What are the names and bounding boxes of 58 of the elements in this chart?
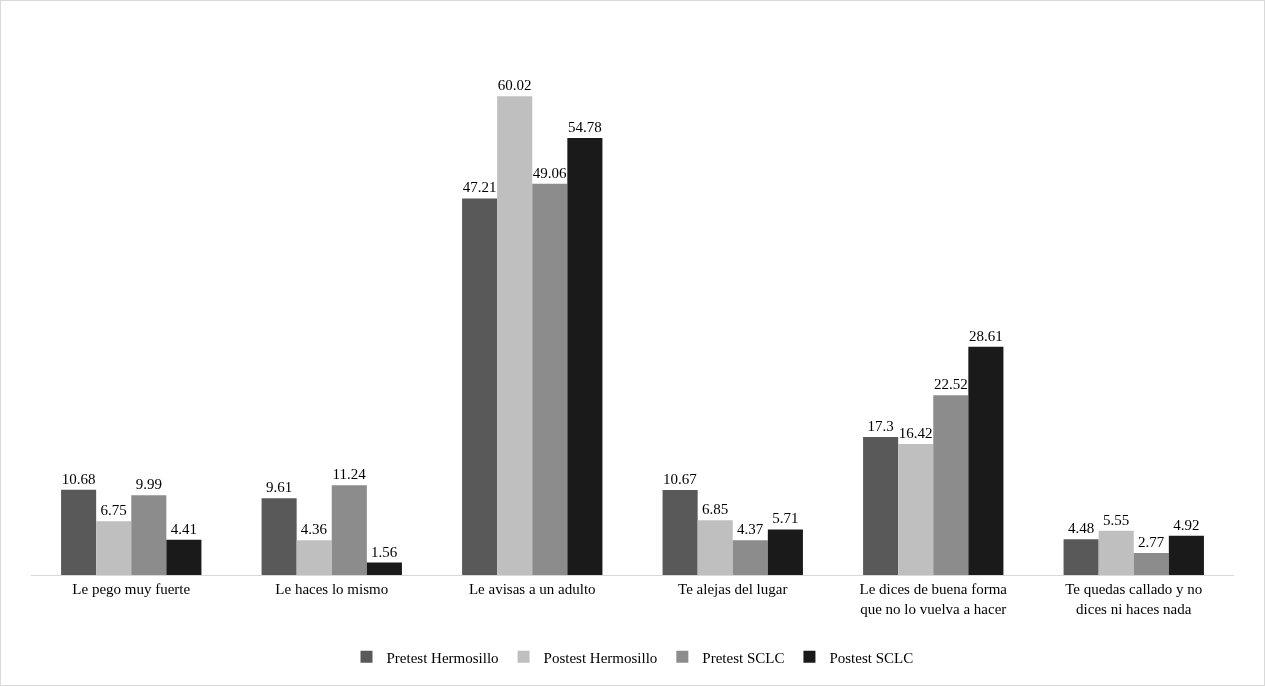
bar xyxy=(662,489,698,575)
bar xyxy=(96,521,132,575)
data-label: 49.06 xyxy=(532,164,567,181)
x-tick-label: Le dices de buena forma que no lo vuelva a hacer xyxy=(859,581,1008,617)
data-label: 2.77 xyxy=(1137,533,1165,550)
bar xyxy=(732,540,768,575)
bar xyxy=(1063,539,1099,575)
bar xyxy=(462,198,498,575)
data-label: 1.56 xyxy=(371,543,398,560)
data-label: 11.24 xyxy=(332,466,367,483)
x-tick-label: Le haces lo mismo xyxy=(275,581,389,597)
data-label: 5.55 xyxy=(1103,511,1130,528)
data-label: 4.37 xyxy=(736,521,764,538)
bar xyxy=(166,539,202,575)
data-label: 6.85 xyxy=(702,501,729,518)
bar xyxy=(532,183,568,575)
bar xyxy=(131,495,167,575)
data-label: 22.52 xyxy=(933,376,968,393)
data-label: 4.92 xyxy=(1173,516,1200,533)
bar xyxy=(898,444,934,575)
x-tick-label: Le pego muy fuerte xyxy=(72,581,191,597)
x-tick-label: Le avisas a un adulto xyxy=(468,581,596,597)
x-tick-label: Te quedas callado y no dices ni haces nada xyxy=(1065,581,1203,617)
bar xyxy=(497,96,533,575)
bar xyxy=(366,562,402,575)
data-label: 10.68 xyxy=(61,470,96,487)
data-label: 28.61 xyxy=(969,327,1003,344)
bar xyxy=(61,489,97,575)
bar xyxy=(863,436,899,575)
bar xyxy=(1168,535,1204,575)
bar xyxy=(567,138,603,575)
legend-label: Pretest SCLC xyxy=(702,649,785,666)
data-label: 9.99 xyxy=(135,476,162,493)
data-label: 54.78 xyxy=(568,119,602,135)
data-label: 17.3 xyxy=(867,417,894,434)
legend-label: Pretest Hermosillo xyxy=(386,649,499,666)
data-label: 16.42 xyxy=(898,425,933,442)
bar xyxy=(933,395,969,575)
data-label: 10.67 xyxy=(662,470,698,487)
data-label: 5.71 xyxy=(772,510,799,527)
legend-label: Postest SCLC xyxy=(829,649,914,666)
data-label: 4.41 xyxy=(170,520,198,537)
bar xyxy=(296,540,332,575)
data-label: 60.02 xyxy=(497,77,532,94)
data-label: 47.21 xyxy=(462,179,497,196)
data-label: 9.61 xyxy=(265,479,293,496)
data-label: 6.75 xyxy=(100,502,127,519)
data-label: 4.36 xyxy=(300,521,328,538)
bar xyxy=(1133,552,1169,575)
x-tick-label: Te alejas del lugar xyxy=(678,581,788,597)
bar xyxy=(767,529,803,575)
bar xyxy=(697,520,733,575)
data-label: 4.48 xyxy=(1067,520,1095,537)
legend-label: Postest Hermosillo xyxy=(543,649,658,666)
bar xyxy=(331,485,367,575)
bar xyxy=(261,498,297,575)
bar xyxy=(1098,530,1134,575)
bar xyxy=(968,346,1004,575)
